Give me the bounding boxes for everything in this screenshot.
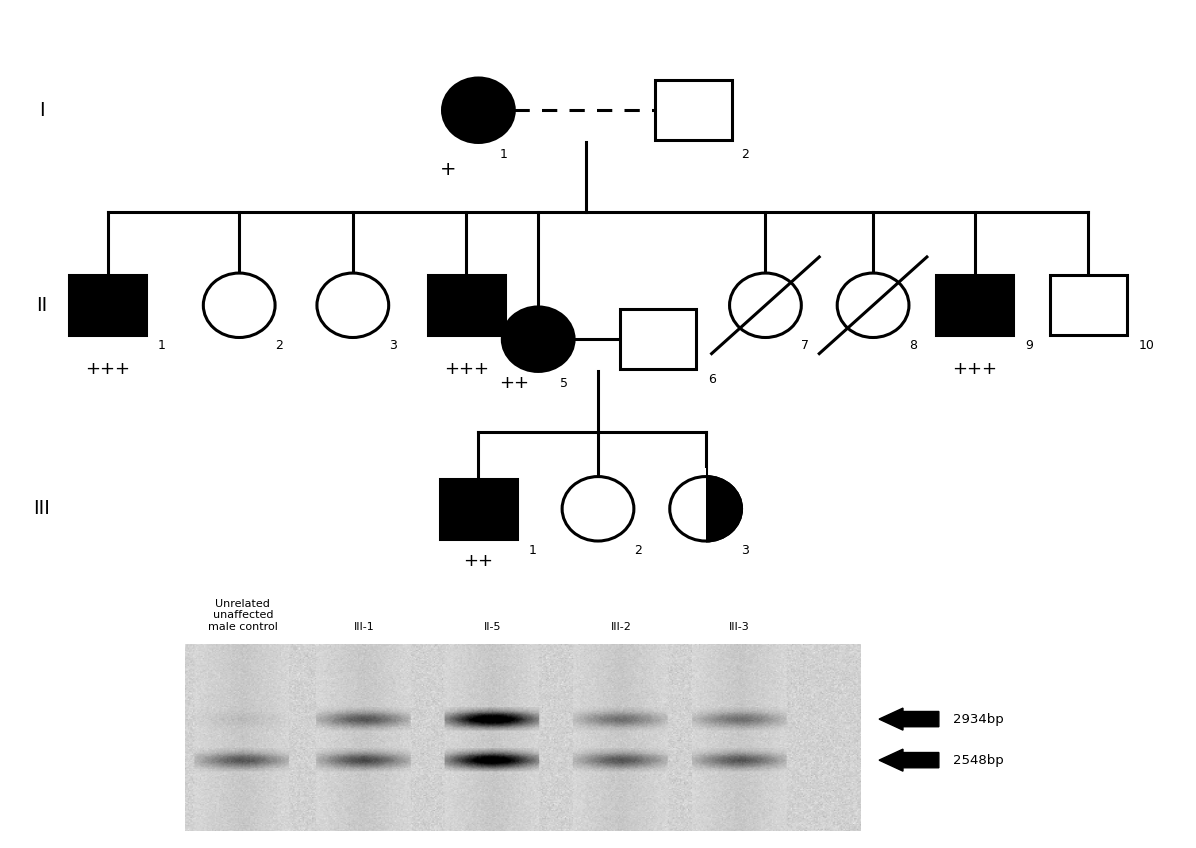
Bar: [936, 276, 1013, 335]
Text: 2: 2: [742, 148, 750, 161]
Text: 2548bp: 2548bp: [953, 754, 1003, 767]
Text: 7: 7: [801, 339, 810, 352]
Ellipse shape: [670, 477, 742, 541]
Bar: [69, 276, 146, 335]
Text: II-5: II-5: [484, 622, 501, 632]
Ellipse shape: [317, 273, 389, 338]
Text: 9: 9: [1025, 339, 1033, 352]
Text: 10: 10: [1139, 339, 1154, 352]
Ellipse shape: [203, 273, 275, 338]
Text: +: +: [440, 160, 457, 179]
Bar: [658, 468, 706, 550]
Text: ++: ++: [499, 374, 530, 393]
Text: 4: 4: [517, 339, 525, 352]
Text: 2: 2: [275, 339, 283, 352]
Text: +++: +++: [85, 360, 130, 378]
Ellipse shape: [837, 273, 909, 338]
Text: II: II: [36, 296, 48, 315]
Text: 2934bp: 2934bp: [953, 712, 1003, 726]
Ellipse shape: [670, 477, 742, 541]
Bar: [1050, 276, 1127, 335]
FancyArrow shape: [879, 749, 939, 771]
Text: ++: ++: [463, 552, 494, 571]
Ellipse shape: [443, 78, 514, 142]
Text: III-3: III-3: [730, 622, 750, 632]
Ellipse shape: [730, 273, 801, 338]
Ellipse shape: [502, 307, 574, 371]
Text: 3: 3: [742, 544, 750, 557]
Text: Unrelated
unaffected
male control: Unrelated unaffected male control: [208, 599, 277, 632]
Bar: [620, 310, 696, 369]
Text: 8: 8: [909, 339, 917, 352]
Text: III-1: III-1: [354, 622, 374, 632]
Text: III-2: III-2: [611, 622, 631, 632]
Text: 6: 6: [708, 373, 716, 386]
FancyArrow shape: [879, 708, 939, 730]
Bar: [440, 479, 517, 538]
Text: I: I: [39, 101, 44, 120]
Ellipse shape: [562, 477, 634, 541]
Text: 1: 1: [158, 339, 166, 352]
Bar: [655, 81, 732, 140]
Text: 1: 1: [529, 544, 537, 557]
Text: 1: 1: [500, 148, 508, 161]
Text: 2: 2: [634, 544, 642, 557]
Text: +++: +++: [444, 360, 489, 378]
Text: 3: 3: [389, 339, 397, 352]
Text: +++: +++: [952, 360, 997, 378]
Text: 5: 5: [560, 377, 568, 390]
Text: III: III: [33, 499, 50, 518]
Bar: [428, 276, 505, 335]
